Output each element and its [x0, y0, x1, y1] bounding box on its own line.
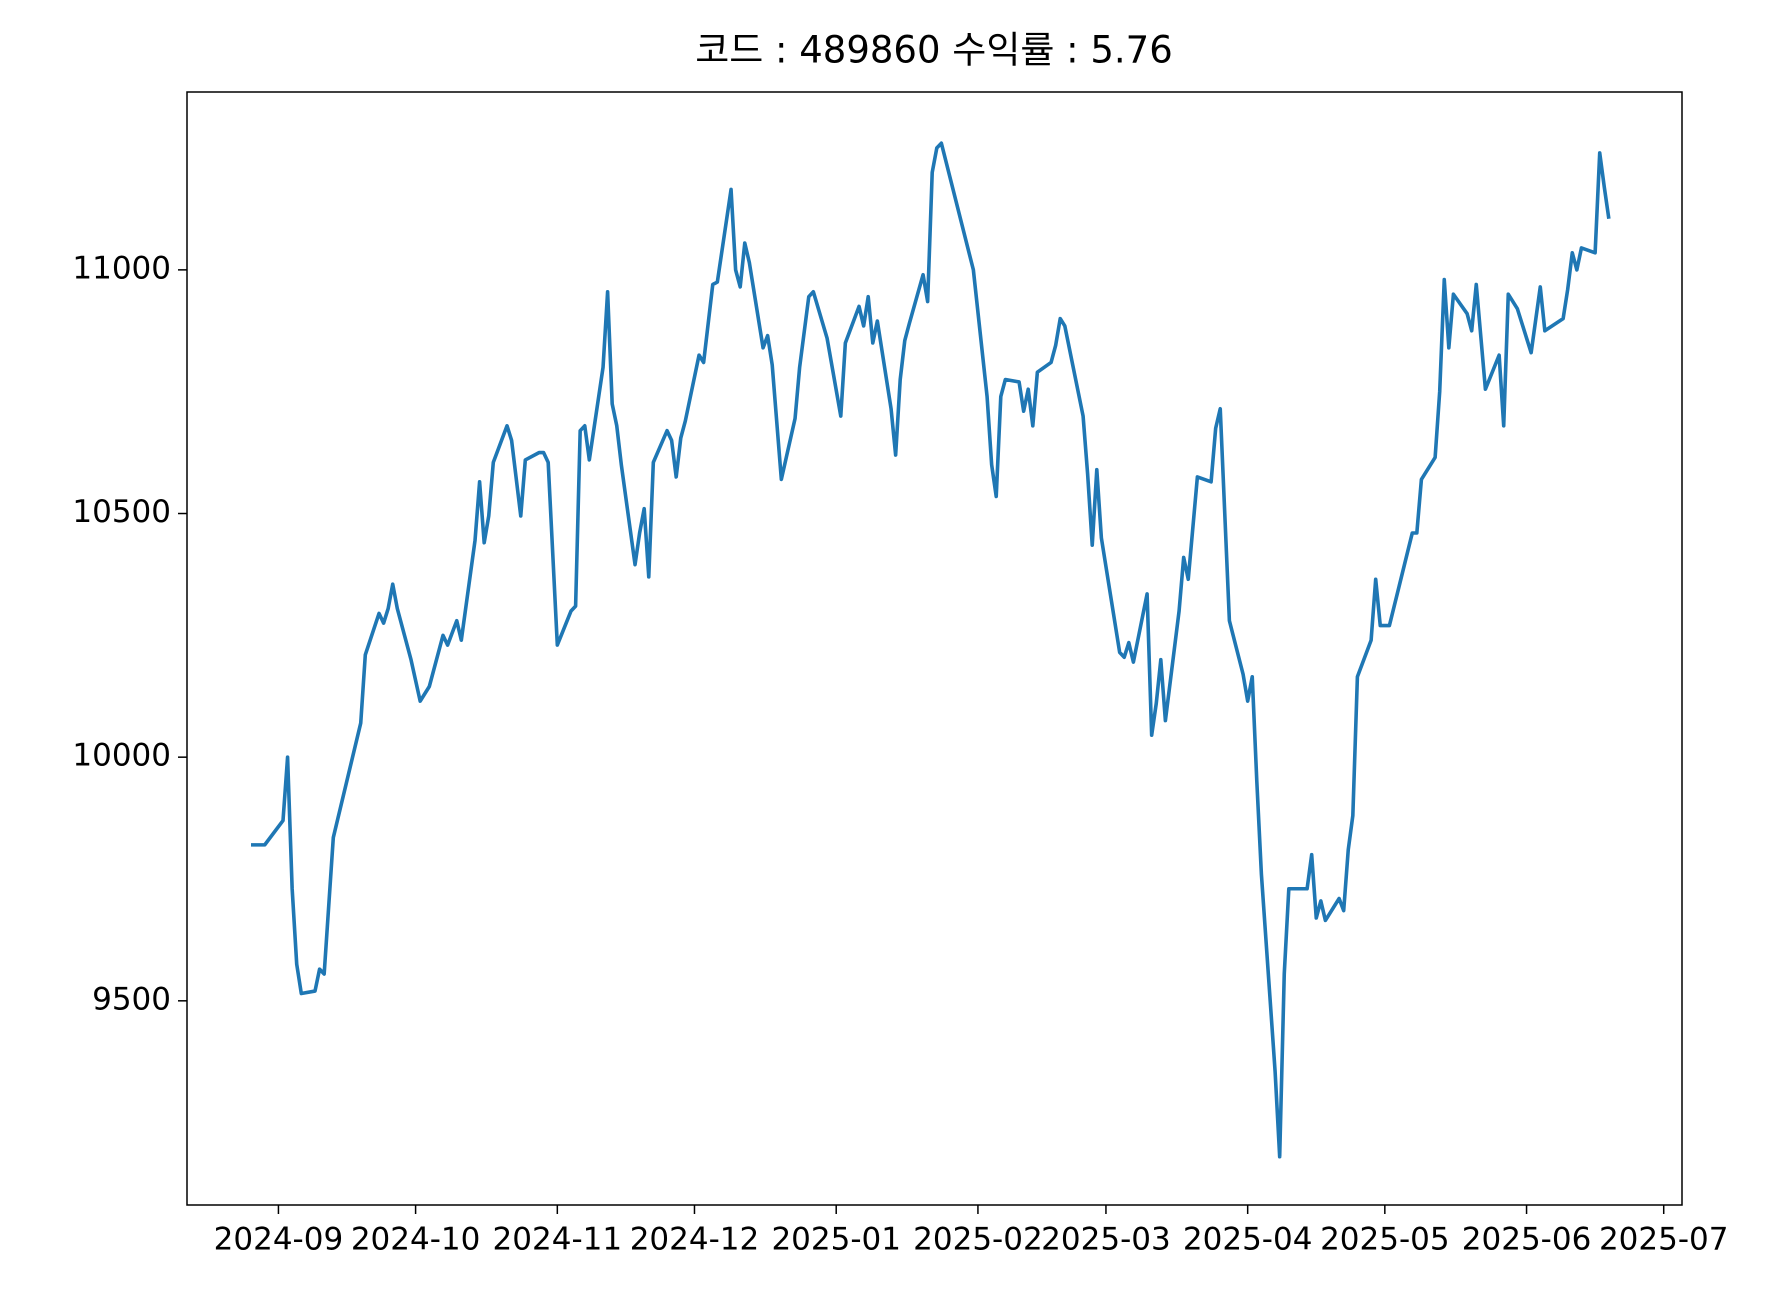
- x-tick-label: 2024-10: [351, 1222, 481, 1258]
- x-tick-label: 2025-03: [1041, 1222, 1171, 1258]
- x-tick-label: 2024-12: [630, 1222, 760, 1258]
- y-tick-label: 10000: [72, 738, 171, 774]
- x-tick-label: 2025-04: [1183, 1222, 1313, 1258]
- chart-title: 코드 : 489860 수익률 : 5.76: [695, 29, 1173, 72]
- price-line: [251, 141, 1611, 1159]
- x-tick-label: 2025-01: [771, 1222, 901, 1258]
- x-tick-label: 2025-05: [1320, 1222, 1450, 1258]
- x-tick-label: 2024-11: [493, 1222, 623, 1258]
- x-tick-label: 2024-09: [214, 1222, 344, 1258]
- x-tick-label: 2025-06: [1462, 1222, 1592, 1258]
- y-tick-label: 9500: [92, 981, 171, 1017]
- x-tick-label: 2025-07: [1599, 1222, 1729, 1258]
- y-tick-label: 10500: [72, 494, 171, 530]
- plot-frame: [186, 91, 1683, 1206]
- x-tick-label: 2025-02: [913, 1222, 1043, 1258]
- y-tick-label: 11000: [72, 250, 171, 286]
